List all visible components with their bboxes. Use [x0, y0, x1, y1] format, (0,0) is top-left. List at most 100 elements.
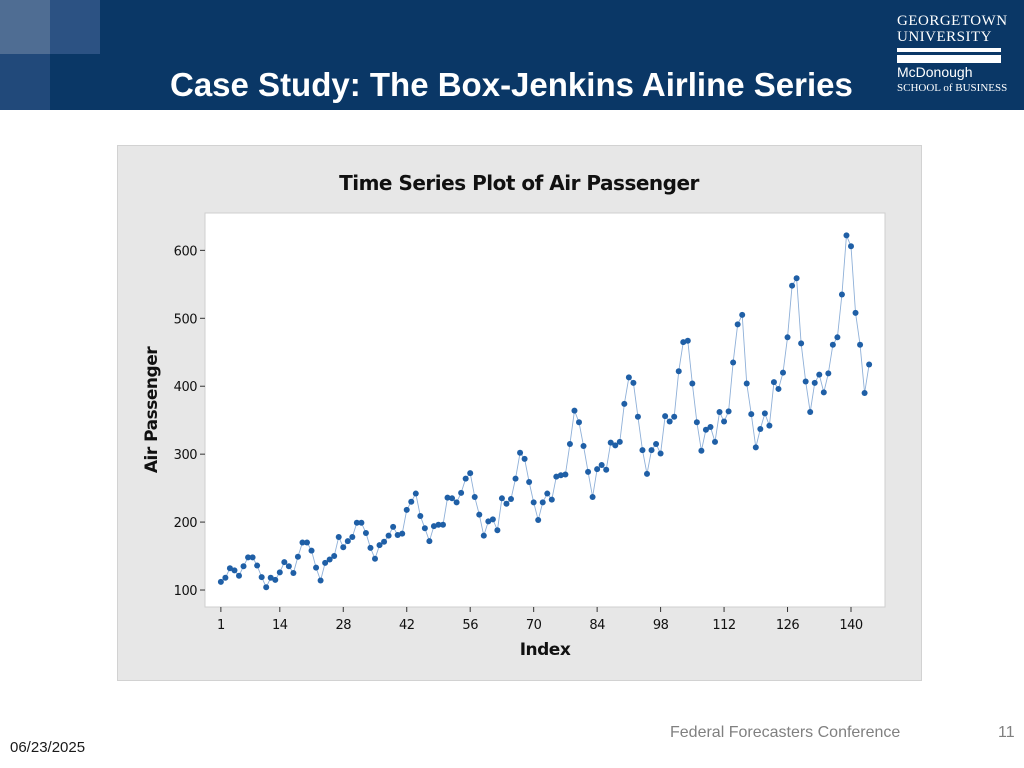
data-point: [426, 538, 433, 545]
y-tick-label: 200: [174, 516, 198, 531]
data-point: [480, 532, 487, 539]
x-tick-label: 42: [399, 618, 415, 633]
data-point: [852, 309, 859, 316]
data-point: [458, 489, 465, 496]
data-point: [476, 511, 483, 518]
data-point: [308, 547, 315, 554]
data-point: [648, 447, 655, 454]
data-point: [412, 490, 419, 497]
data-point: [340, 544, 347, 551]
data-point: [530, 499, 537, 506]
footer-conference: Federal Forecasters Conference: [670, 724, 901, 741]
data-point: [829, 341, 836, 348]
data-point: [730, 359, 737, 366]
data-point: [335, 534, 342, 541]
data-point: [675, 368, 682, 375]
slide-header: Case Study: The Box-Jenkins Airline Seri…: [0, 0, 1024, 110]
data-point: [834, 334, 841, 341]
data-point: [258, 574, 265, 581]
data-point: [358, 519, 365, 526]
data-point: [725, 408, 732, 415]
data-point: [816, 371, 823, 378]
x-tick-label: 84: [589, 618, 605, 633]
y-tick-label: 300: [174, 448, 198, 463]
data-point: [802, 378, 809, 385]
data-point: [548, 496, 555, 503]
data-point: [394, 531, 401, 538]
data-point: [657, 450, 664, 457]
data-point: [299, 539, 306, 546]
data-point: [666, 418, 673, 425]
data-point: [512, 475, 519, 482]
data-point: [503, 500, 510, 507]
data-point: [820, 389, 827, 396]
data-point: [780, 369, 786, 376]
data-point: [594, 466, 601, 473]
data-point: [693, 419, 700, 426]
logo-divider: [897, 48, 1001, 52]
data-point: [848, 243, 854, 250]
data-point: [752, 444, 759, 451]
data-point: [671, 413, 678, 420]
data-point: [585, 468, 592, 475]
data-point: [811, 379, 818, 386]
data-point: [385, 532, 392, 539]
x-tick-label: 56: [462, 618, 478, 633]
data-point: [793, 275, 800, 282]
data-point: [467, 470, 474, 477]
data-point: [639, 447, 646, 454]
x-tick-label: 70: [526, 618, 542, 633]
data-point: [557, 472, 564, 479]
data-point: [757, 426, 764, 433]
data-point: [553, 473, 560, 480]
data-point: [702, 426, 709, 433]
data-point: [589, 493, 596, 500]
time-series-chart: Time Series Plot of Air Passenger 100 200…: [142, 171, 886, 660]
data-point: [403, 506, 410, 513]
data-point: [226, 565, 233, 572]
data-point: [625, 374, 632, 381]
data-point: [313, 564, 320, 571]
data-point: [866, 361, 873, 368]
data-point: [784, 334, 791, 341]
x-axis: 1 14 28 42 56 70 84 98 112 126 140: [217, 607, 863, 633]
data-point: [272, 576, 279, 583]
data-point: [843, 232, 850, 239]
data-point: [508, 495, 514, 502]
chart-title: Time Series Plot of Air Passenger: [339, 171, 699, 195]
data-point: [485, 518, 492, 525]
y-tick-label: 400: [174, 380, 198, 395]
data-point: [390, 523, 397, 530]
data-point: [240, 563, 247, 570]
x-axis-label: Index: [520, 640, 571, 660]
data-point: [712, 438, 718, 445]
data-point: [598, 462, 605, 469]
data-point: [743, 380, 750, 387]
data-point: [739, 311, 746, 318]
data-point: [376, 542, 383, 549]
x-tick-label: 140: [839, 618, 863, 633]
data-point: [580, 443, 587, 449]
data-point: [807, 409, 814, 416]
y-tick-label: 100: [174, 584, 198, 599]
decorative-square: [50, 0, 100, 54]
data-point: [263, 584, 270, 591]
data-point: [684, 337, 691, 344]
data-point: [331, 553, 338, 560]
data-point: [544, 490, 551, 497]
georgetown-mcdonough-logo: GEORGETOWN UNIVERSITY McDonough SCHOOL o…: [893, 12, 1007, 98]
chart-panel: Time Series Plot of Air Passenger 100 200…: [117, 145, 922, 681]
data-point: [634, 413, 641, 420]
data-point: [689, 380, 696, 387]
data-point: [698, 447, 705, 454]
data-point: [621, 400, 628, 407]
data-point: [861, 390, 868, 397]
data-point: [517, 449, 524, 456]
data-point: [304, 539, 310, 546]
data-point: [734, 321, 741, 328]
data-point: [535, 517, 542, 524]
data-point: [489, 516, 496, 523]
data-point: [430, 523, 437, 530]
data-point: [372, 555, 378, 562]
data-point: [449, 495, 456, 502]
